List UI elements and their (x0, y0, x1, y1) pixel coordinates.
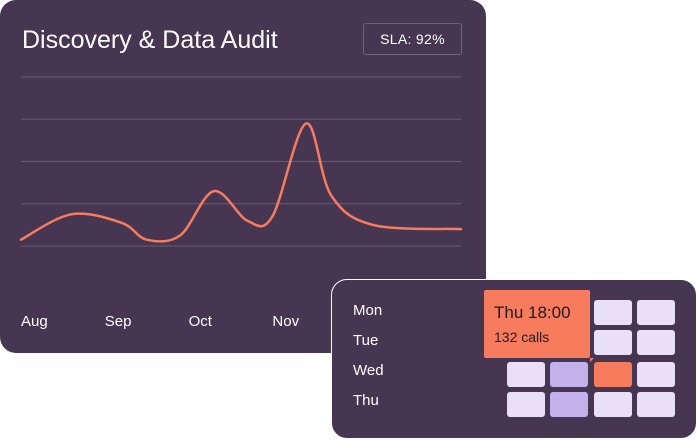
heatmap-cell[interactable] (507, 362, 545, 387)
day-label-wed: Wed (353, 362, 384, 379)
x-tick-label: Oct (189, 313, 213, 330)
heatmap-card: Mon Tue Wed Thu Thu 18:00 132 calls (331, 279, 697, 439)
day-label-mon: Mon (353, 302, 383, 319)
heatmap-cell[interactable] (550, 392, 588, 417)
tooltip-value: 132 calls (494, 329, 550, 345)
trend-chart-card: Aug Sep Oct Nov Discovery & Data Audit SLA:… (0, 0, 486, 353)
heatmap-cell[interactable] (637, 362, 675, 387)
x-tick-label: Aug (21, 313, 48, 330)
heatmap-cell[interactable] (550, 362, 588, 387)
heatmap-cell[interactable] (637, 300, 675, 325)
heatmap-cell[interactable] (637, 392, 675, 417)
heatmap-tooltip: Thu 18:00 132 calls (484, 290, 590, 358)
chart-title: Discovery & Data Audit (22, 26, 278, 54)
heatmap-cell[interactable] (594, 300, 632, 325)
heatmap-cell[interactable] (637, 330, 675, 355)
day-label-tue: Tue (353, 332, 379, 349)
day-label-thu: Thu (353, 392, 379, 409)
heatmap-cell[interactable] (594, 392, 632, 417)
tooltip-title: Thu 18:00 (494, 303, 571, 322)
line-chart: Aug Sep Oct Nov (19, 76, 463, 330)
tooltip-pointer (590, 358, 594, 362)
x-tick-label: Sep (105, 313, 132, 330)
sla-badge: SLA: 92% (363, 23, 462, 55)
heatmap-cell[interactable] (594, 330, 632, 355)
x-tick-label: Nov (272, 313, 299, 330)
heatmap-cell[interactable] (507, 392, 545, 417)
series-line (19, 122, 463, 243)
heatmap-cell[interactable] (594, 362, 632, 387)
